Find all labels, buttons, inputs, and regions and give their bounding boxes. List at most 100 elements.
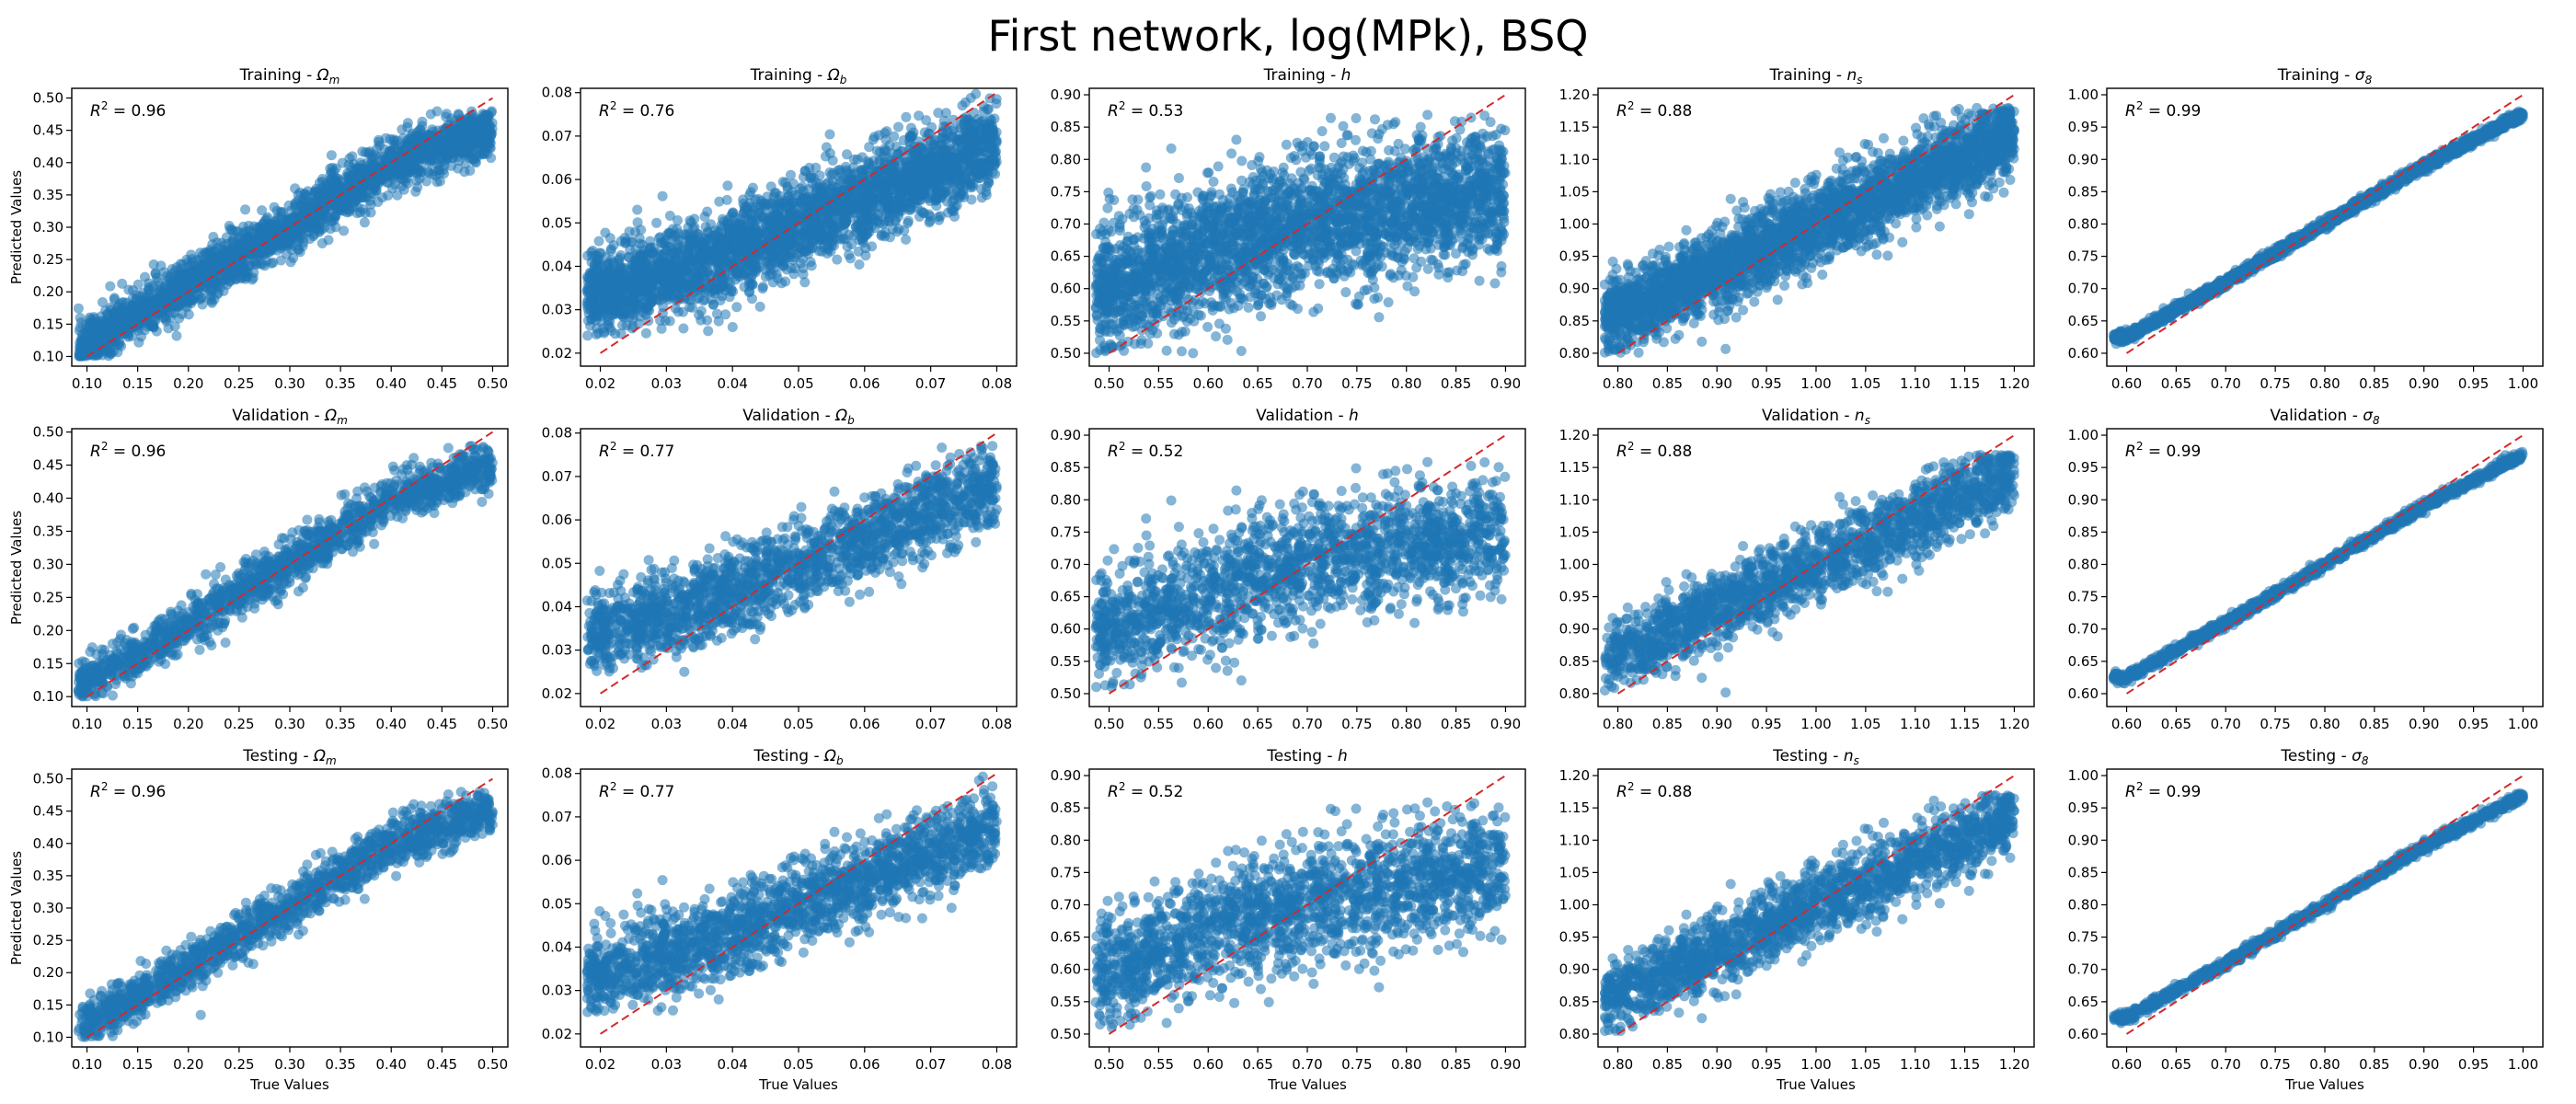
data-point xyxy=(174,281,185,292)
data-point xyxy=(845,253,856,264)
data-point xyxy=(880,231,891,242)
data-point xyxy=(195,247,206,259)
data-point xyxy=(453,109,464,120)
data-point xyxy=(311,183,322,194)
data-point xyxy=(165,279,176,290)
data-point xyxy=(251,258,262,269)
data-point xyxy=(619,233,630,244)
data-point xyxy=(136,331,146,342)
data-point xyxy=(156,285,167,296)
data-point xyxy=(351,191,362,202)
data-point xyxy=(122,331,133,342)
data-point xyxy=(799,277,811,288)
data-point xyxy=(441,111,451,122)
data-point xyxy=(854,259,865,270)
data-point xyxy=(417,116,428,127)
data-point xyxy=(110,308,121,319)
y-tick-label: 0.35 xyxy=(33,187,63,203)
data-point xyxy=(140,308,151,319)
data-point xyxy=(275,236,286,247)
data-point xyxy=(478,149,489,160)
data-point xyxy=(378,174,388,185)
data-point xyxy=(296,229,307,240)
data-point xyxy=(121,321,132,332)
data-point xyxy=(265,219,276,230)
data-point xyxy=(757,283,768,294)
data-point xyxy=(431,106,443,117)
data-point xyxy=(184,266,195,277)
data-point xyxy=(722,180,733,191)
data-point xyxy=(75,313,86,323)
data-point xyxy=(127,285,138,295)
data-point xyxy=(321,178,332,190)
data-point xyxy=(106,316,117,328)
data-point xyxy=(848,230,859,241)
data-point xyxy=(331,202,342,213)
data-point xyxy=(354,207,365,218)
data-point xyxy=(243,259,254,270)
data-point xyxy=(196,263,207,274)
data-point xyxy=(370,149,381,160)
data-point xyxy=(708,299,719,310)
data-point xyxy=(308,231,319,242)
data-point xyxy=(889,131,900,142)
data-point xyxy=(582,330,593,341)
data-point xyxy=(152,272,162,283)
data-point xyxy=(914,110,925,121)
data-point xyxy=(339,225,350,236)
data-point xyxy=(85,339,96,350)
data-point xyxy=(966,194,977,205)
data-point xyxy=(720,309,731,320)
data-point xyxy=(127,293,138,304)
data-point xyxy=(976,192,987,203)
data-point xyxy=(170,270,181,282)
data-point xyxy=(308,197,319,208)
data-point xyxy=(940,108,951,119)
data-point xyxy=(864,142,875,153)
y-tick-label: 0.10 xyxy=(33,348,63,364)
data-point xyxy=(702,315,713,326)
data-point xyxy=(891,226,903,237)
data-point xyxy=(747,182,758,193)
data-point xyxy=(258,223,269,234)
data-point xyxy=(657,190,668,201)
x-tick-label: 0.15 xyxy=(122,375,153,392)
data-point xyxy=(290,183,301,194)
data-point xyxy=(297,194,308,205)
data-point xyxy=(673,306,684,317)
data-point xyxy=(73,303,84,314)
data-point xyxy=(717,291,728,302)
x-tick-label: 0.40 xyxy=(376,375,407,392)
x-tick-label: 0.45 xyxy=(427,375,457,392)
data-point xyxy=(714,196,725,207)
data-point xyxy=(327,162,338,173)
data-point xyxy=(728,286,739,297)
data-point xyxy=(459,129,470,140)
data-point xyxy=(765,264,776,275)
data-point xyxy=(744,281,755,292)
data-point xyxy=(112,347,123,358)
data-point xyxy=(369,182,379,193)
data-point xyxy=(327,191,338,202)
data-point xyxy=(354,170,365,181)
figure-title: First network, log(MPk), BSQ xyxy=(0,11,2576,61)
data-point xyxy=(329,176,340,187)
data-point xyxy=(458,145,469,156)
data-point xyxy=(359,217,370,228)
data-point xyxy=(75,345,86,356)
data-point xyxy=(196,293,207,304)
data-point xyxy=(481,132,492,143)
data-point xyxy=(344,153,355,164)
data-point xyxy=(110,328,121,339)
subplot-title: Training - Ωm xyxy=(239,66,340,86)
data-point xyxy=(673,215,683,225)
data-point xyxy=(316,238,328,248)
data-point xyxy=(651,217,662,228)
data-point xyxy=(86,314,97,325)
data-point xyxy=(253,231,264,242)
data-point xyxy=(713,316,724,327)
data-point xyxy=(326,150,337,161)
data-point xyxy=(446,135,457,146)
data-point xyxy=(204,266,215,277)
data-point xyxy=(903,215,914,226)
